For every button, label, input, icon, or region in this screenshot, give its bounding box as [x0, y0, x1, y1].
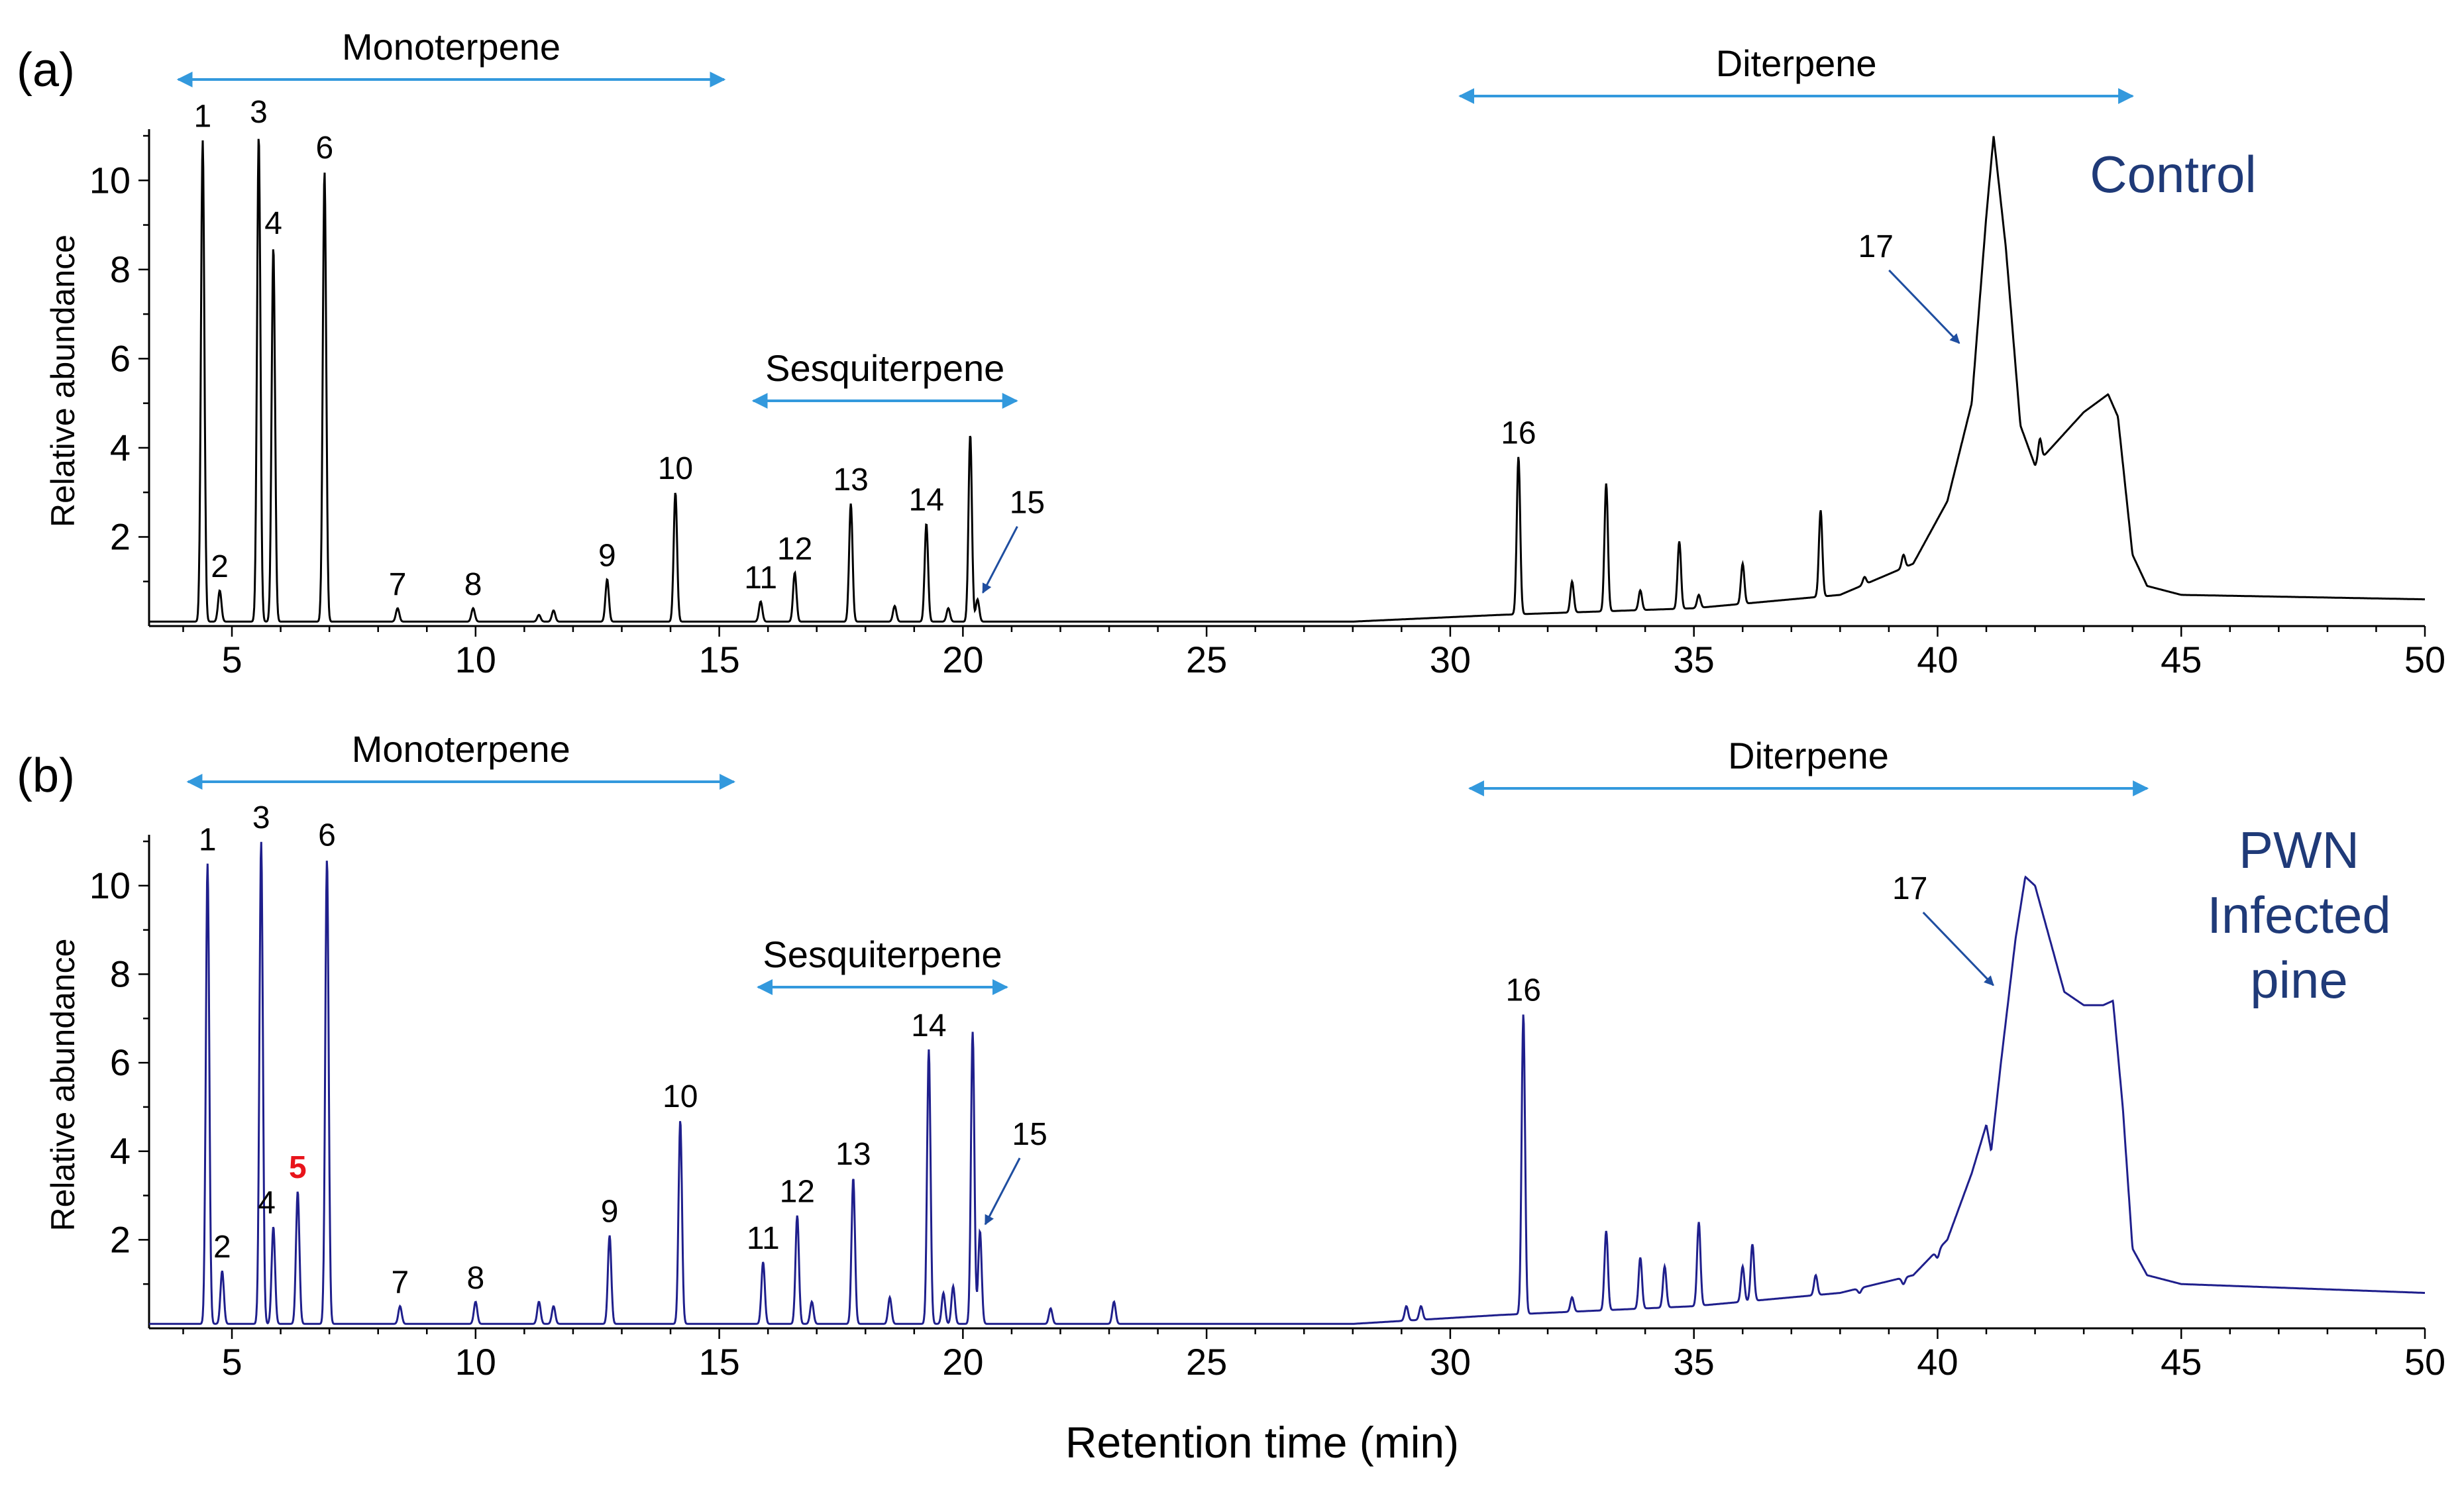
y-axis-title: Relative abundance — [44, 939, 81, 1232]
y-tick-label: 2 — [110, 515, 131, 557]
x-tick-label: 30 — [1430, 1341, 1471, 1383]
peak-label-17: 17 — [1892, 871, 1927, 906]
y-tick-label: 6 — [110, 1041, 131, 1083]
peak-label-17: 17 — [1858, 229, 1894, 264]
peak-label-12: 12 — [780, 1175, 815, 1210]
peak-label-16: 16 — [1501, 415, 1536, 451]
peak-label-7: 7 — [391, 1265, 409, 1300]
peak-label-10: 10 — [658, 451, 693, 486]
pointer-arrow-15 — [984, 1157, 1021, 1226]
peak-label-14: 14 — [911, 1008, 946, 1043]
peak-label-2: 2 — [213, 1230, 231, 1265]
peak-label-16: 16 — [1506, 973, 1541, 1008]
x-tick-label: 10 — [455, 639, 496, 680]
x-tick-label: 30 — [1430, 639, 1471, 680]
x-tick-label: 45 — [2161, 1341, 2202, 1383]
region-label-monoterpene: Monoterpene — [342, 26, 561, 68]
sample-label: PWN — [2239, 821, 2359, 879]
y-axis-title: Relative abundance — [44, 235, 81, 527]
chromatogram-trace — [149, 841, 2425, 1325]
peak-label-11: 11 — [747, 1221, 780, 1256]
y-tick-label: 10 — [89, 159, 131, 201]
peak-label-15: 15 — [1012, 1117, 1047, 1152]
pointer-arrow-17 — [1888, 269, 1960, 344]
region-label-sesquiterpene: Sesquiterpene — [765, 347, 1004, 389]
region-label-diterpene: Diterpene — [1716, 42, 1877, 84]
peak-label-8: 8 — [464, 567, 482, 602]
x-tick-label: 20 — [942, 639, 983, 680]
y-tick-label: 10 — [89, 865, 131, 906]
peak-label-9: 9 — [601, 1194, 619, 1230]
peak-label-2: 2 — [211, 549, 229, 584]
peak-label-13: 13 — [833, 462, 868, 498]
pointer-arrow-17 — [1922, 912, 1994, 986]
y-tick-label: 8 — [110, 953, 131, 994]
region-label-diterpene: Diterpene — [1728, 735, 1889, 776]
peak-label-14: 14 — [909, 482, 944, 517]
x-tick-label: 15 — [698, 639, 739, 680]
y-tick-label: 4 — [110, 427, 131, 468]
y-tick-label: 8 — [110, 248, 131, 290]
peak-label-3: 3 — [252, 800, 270, 835]
x-tick-label: 40 — [1917, 1341, 1958, 1383]
peak-label-4: 4 — [258, 1185, 276, 1220]
region-label-sesquiterpene: Sesquiterpene — [763, 933, 1002, 975]
x-tick-label: 10 — [455, 1341, 496, 1383]
peak-label-4: 4 — [264, 206, 282, 241]
peak-label-6: 6 — [318, 818, 336, 853]
y-tick-label: 4 — [110, 1130, 131, 1172]
panel-label: (a) — [17, 44, 75, 97]
x-tick-label: 25 — [1186, 639, 1227, 680]
peak-label-11: 11 — [744, 560, 777, 596]
x-tick-label: 40 — [1917, 639, 1958, 680]
peak-label-1: 1 — [199, 822, 217, 857]
x-tick-label: 5 — [221, 1341, 242, 1383]
peak-label-13: 13 — [835, 1137, 871, 1172]
peak-label-6: 6 — [315, 131, 333, 166]
x-tick-label: 20 — [942, 1341, 983, 1383]
x-tick-label: 50 — [2404, 639, 2445, 680]
y-tick-label: 2 — [110, 1218, 131, 1260]
peak-label-15: 15 — [1010, 486, 1045, 521]
region-label-monoterpene: Monoterpene — [352, 728, 570, 770]
peak-label-7: 7 — [389, 567, 407, 602]
sample-label: Infected — [2207, 886, 2391, 944]
sample-label: Control — [2090, 145, 2256, 203]
peak-label-12: 12 — [777, 531, 812, 566]
x-axis-title: Retention time (min) — [1065, 1418, 1459, 1467]
peak-label-5: 5 — [289, 1150, 307, 1185]
x-tick-label: 50 — [2404, 1341, 2445, 1383]
x-tick-label: 35 — [1674, 1341, 1715, 1383]
pointer-arrow-15 — [982, 525, 1018, 594]
y-tick-label: 6 — [110, 337, 131, 379]
x-tick-label: 45 — [2161, 639, 2202, 680]
x-tick-label: 15 — [698, 1341, 739, 1383]
sample-label: pine — [2250, 951, 2347, 1009]
peak-label-9: 9 — [598, 538, 616, 573]
panel-label: (b) — [17, 749, 75, 802]
peak-label-3: 3 — [250, 95, 268, 130]
x-tick-label: 25 — [1186, 1341, 1227, 1383]
x-tick-label: 35 — [1674, 639, 1715, 680]
chromatogram-trace — [149, 136, 2425, 623]
peak-label-1: 1 — [194, 99, 212, 134]
peak-label-10: 10 — [663, 1079, 698, 1114]
peak-label-8: 8 — [466, 1261, 484, 1296]
x-tick-label: 5 — [221, 639, 242, 680]
